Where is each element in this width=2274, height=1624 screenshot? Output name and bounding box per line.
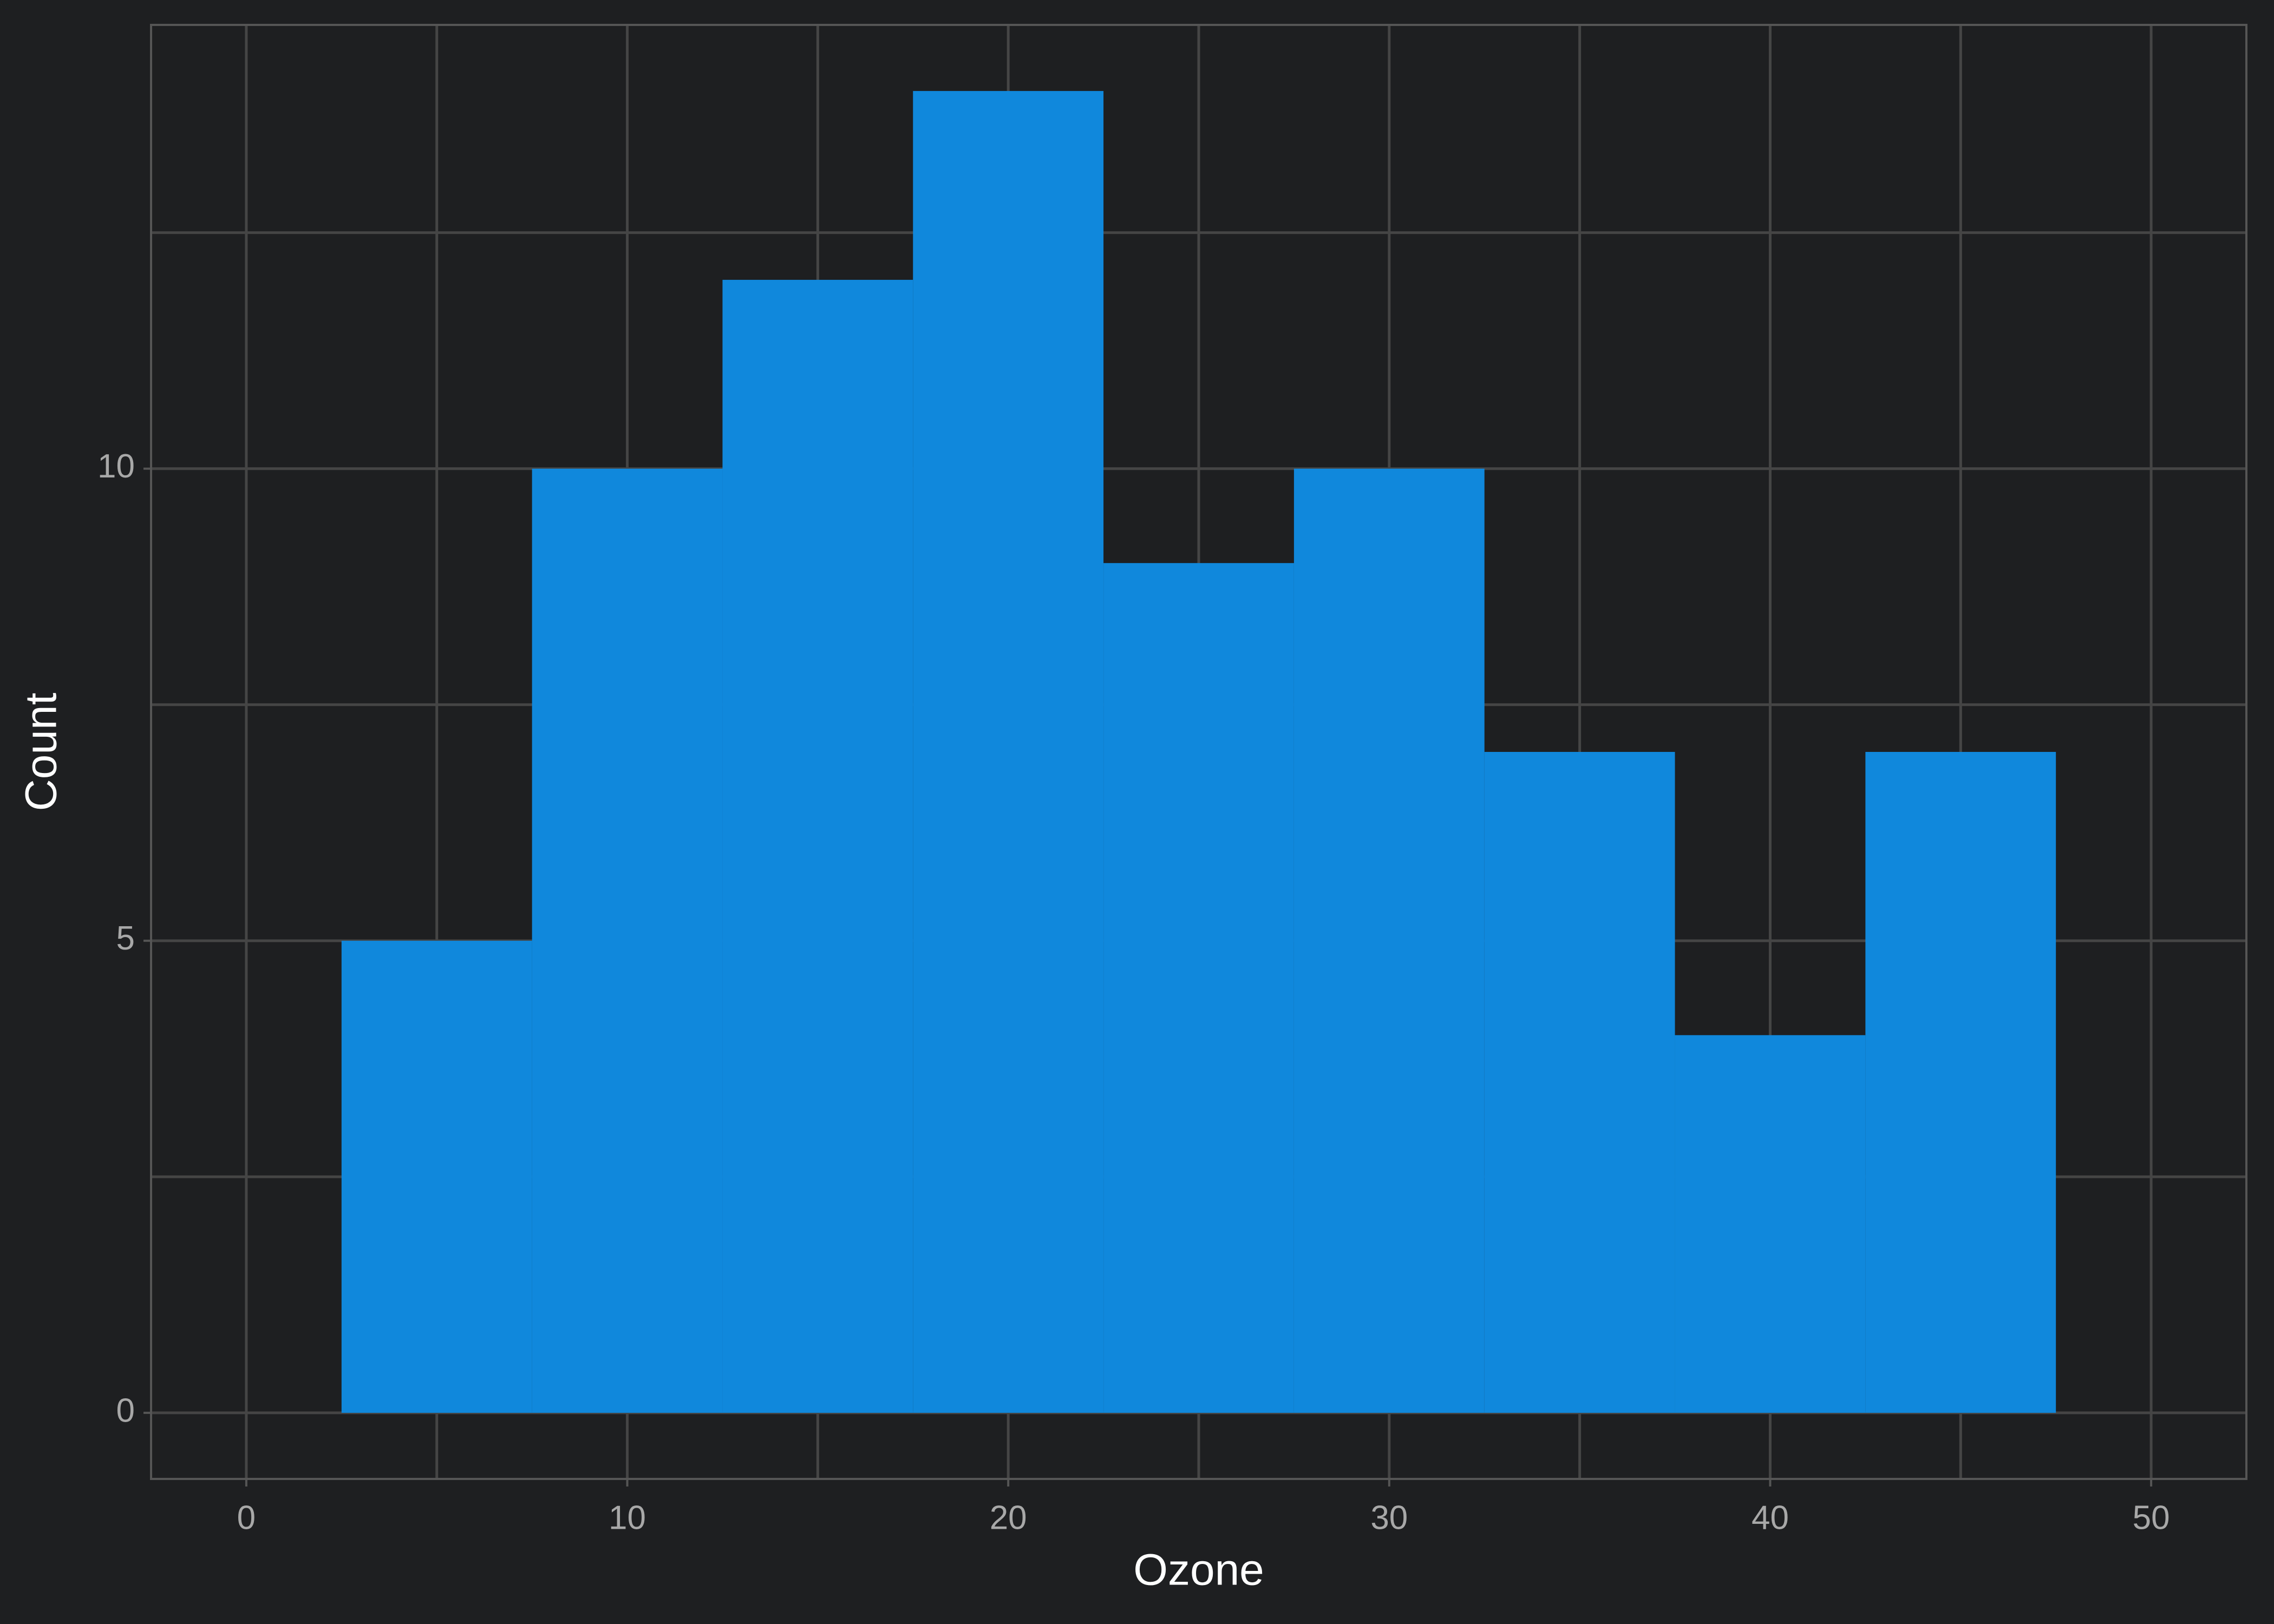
- bar: [1865, 752, 2056, 1413]
- x-tick-label: 30: [1370, 1499, 1408, 1536]
- bar: [1103, 563, 1294, 1413]
- x-axis-title: Ozone: [1133, 1546, 1264, 1595]
- y-tick-label: 10: [97, 448, 135, 485]
- bars: [341, 91, 2056, 1413]
- bar: [1293, 468, 1485, 1413]
- x-tick-label: 50: [2133, 1499, 2170, 1536]
- bar: [341, 940, 532, 1413]
- x-tick-label: 0: [237, 1499, 256, 1536]
- bar: [532, 468, 723, 1413]
- y-axis-title: Count: [17, 692, 66, 811]
- y-tick-label: 5: [116, 920, 135, 957]
- panel-border: [150, 24, 2247, 1480]
- y-tick-label: 0: [116, 1392, 135, 1429]
- tick-labels: 0 10 20 30 40 50 0 5 10: [97, 448, 2170, 1536]
- bar: [722, 279, 913, 1413]
- x-tick-label: 40: [1752, 1499, 1789, 1536]
- bar: [1484, 752, 1675, 1413]
- bar: [1675, 1035, 1866, 1413]
- x-tick-label: 10: [609, 1499, 646, 1536]
- bar: [913, 91, 1104, 1413]
- x-tick-label: 20: [990, 1499, 1027, 1536]
